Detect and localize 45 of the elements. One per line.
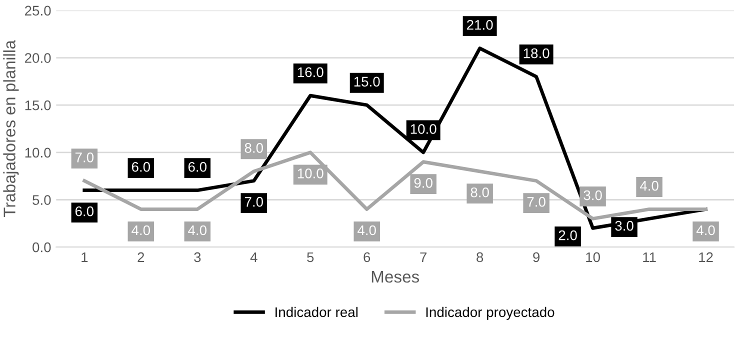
data-label: 15.0 [354, 76, 380, 87]
data-label: 6.0 [188, 162, 207, 172]
x-tick-label: 5 [307, 252, 314, 262]
y-tick-label: 25.0 [24, 6, 51, 16]
y-tick-label: 15.0 [25, 100, 51, 110]
data-label: 10.0 [410, 124, 436, 134]
y-tick-label: 10.0 [25, 148, 51, 158]
x-tick-label: 4 [250, 252, 258, 262]
data-label: 8.0 [244, 143, 263, 153]
data-label: 21.0 [467, 20, 493, 30]
legend-label: Indicador real [276, 306, 358, 318]
data-label: 7.0 [75, 152, 94, 162]
data-label: 16.0 [298, 67, 324, 78]
legend-label: Indicador proyectado [426, 306, 554, 320]
data-label: 7.0 [527, 196, 546, 207]
x-tick-label: 10 [586, 252, 600, 262]
data-label: 4.0 [188, 225, 207, 236]
x-tick-label: 8 [476, 252, 484, 262]
x-axis-title: Meses [372, 271, 420, 283]
y-axis-title: Trabajadores en planilla [3, 40, 19, 218]
data-label: 6.0 [132, 162, 150, 172]
x-tick-label: 9 [533, 252, 540, 262]
data-label: 2.0 [558, 230, 577, 240]
x-tick-label: 7 [420, 252, 427, 262]
data-label: 8.0 [470, 187, 489, 198]
data-label: 4.0 [132, 225, 150, 236]
data-label: 4.0 [640, 180, 658, 191]
x-tick-label: 1 [82, 252, 88, 262]
x-tick-label: 2 [138, 252, 144, 262]
x-tick-label: 11 [643, 252, 656, 262]
data-label: 3.0 [615, 220, 634, 231]
y-tick-label: 0.0 [32, 242, 51, 252]
data-label: 3.0 [584, 190, 602, 200]
data-label: 7.0 [244, 196, 263, 207]
data-label: 9.0 [414, 178, 432, 188]
data-label: 4.0 [696, 225, 715, 236]
data-label: 18.0 [524, 48, 550, 58]
data-label: 4.0 [358, 225, 376, 236]
data-label: 6.0 [75, 206, 94, 216]
x-tick-label: 12 [699, 252, 713, 262]
x-tick-label: 3 [194, 252, 201, 262]
y-tick-label: 5.0 [32, 195, 51, 205]
data-label: 10.0 [298, 168, 324, 178]
x-tick-label: 6 [364, 252, 370, 262]
y-tick-label: 20.0 [24, 53, 51, 63]
